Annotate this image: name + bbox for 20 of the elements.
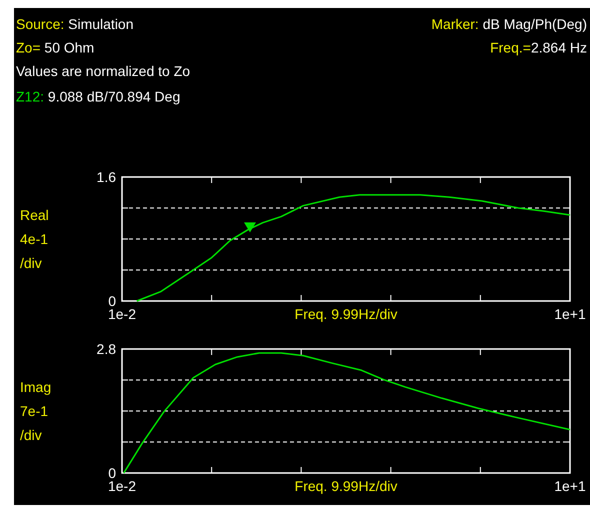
x-axis-title: Freq. 9.99Hz/div	[294, 306, 398, 322]
y-axis-title: Imag 7e-1 /div	[20, 378, 52, 443]
x-tick-label: 1e+1	[554, 306, 586, 322]
y-tick-label: 0	[108, 292, 116, 309]
y-tick-label: 2.8	[96, 340, 116, 357]
source-note: Source: Simulation	[16, 16, 134, 32]
x-tick-label: 1e+1	[554, 478, 586, 494]
y-tick-label: 0	[108, 464, 116, 481]
text: Freq.=2.864 Hz	[490, 40, 587, 56]
line-series	[136, 194, 571, 302]
y-tick-label: 1.6	[96, 168, 116, 185]
line-series	[123, 352, 571, 474]
y-axis-title: Real 4e-1 /div	[20, 206, 49, 271]
x-axis-title: Freq. 9.99Hz/div	[294, 478, 398, 494]
x-tick-label: 1e-2	[108, 306, 136, 322]
text: Z12: 9.088 dB/70.894 Deg	[16, 88, 180, 104]
text: Values are normalized to Zo	[16, 63, 190, 79]
text: Zo= 50 Ohm	[16, 40, 94, 56]
text: Marker: dB Mag/Ph(Deg)	[431, 16, 587, 32]
x-tick-label: 1e-2	[108, 478, 136, 494]
